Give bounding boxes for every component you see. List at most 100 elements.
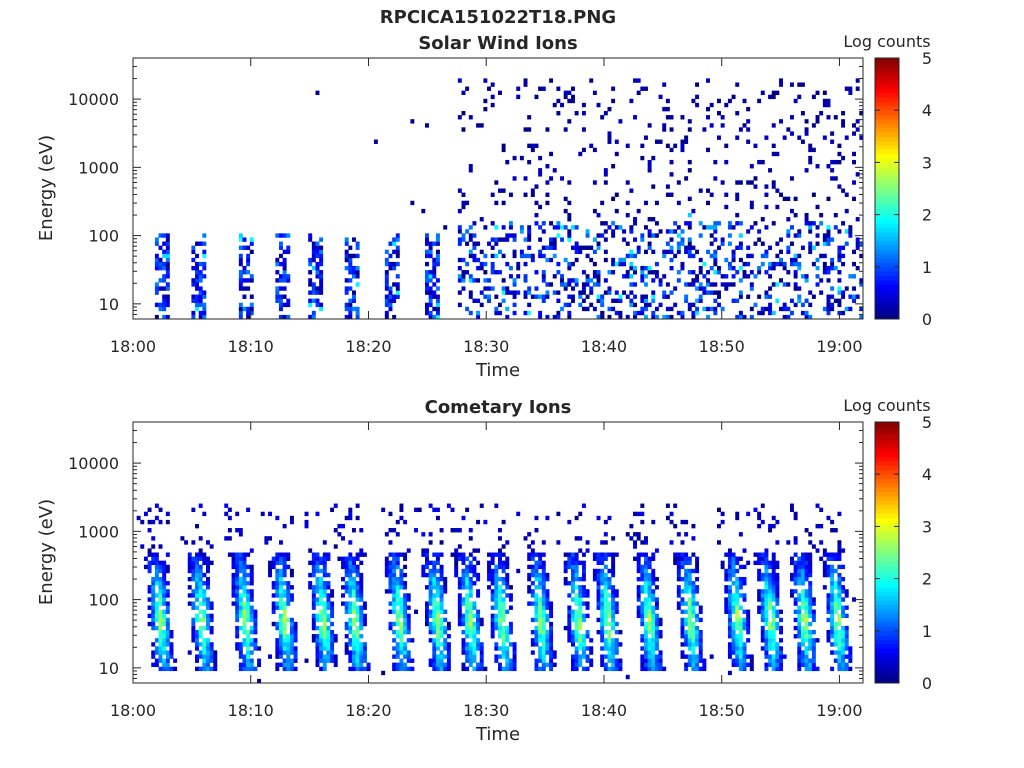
heatmap-cell — [771, 658, 776, 663]
heatmap-cell — [574, 245, 579, 250]
heatmap-cell — [691, 581, 696, 586]
heatmap-cell — [644, 200, 648, 206]
heatmap-cell — [742, 581, 747, 586]
heatmap-cell — [202, 253, 207, 259]
heatmap-cell — [140, 519, 145, 525]
heatmap-cell — [859, 306, 864, 312]
heatmap-cell — [702, 658, 707, 663]
heatmap-cell — [654, 605, 659, 610]
heatmap-cell — [162, 646, 167, 651]
heatmap-cell — [753, 221, 758, 226]
heatmap-cell — [680, 229, 685, 234]
heatmap-cell — [775, 298, 780, 303]
heatmap-cell — [432, 265, 437, 271]
heatmap-cell — [775, 597, 780, 602]
heatmap-cell — [286, 658, 291, 663]
heatmap-cell — [238, 237, 243, 242]
heatmap-cell — [607, 568, 612, 574]
heatmap-cell — [702, 274, 707, 279]
heatmap-cell — [151, 642, 156, 647]
heatmap-cell — [556, 270, 561, 275]
heatmap-cell — [764, 666, 769, 672]
heatmap-cell — [567, 310, 572, 316]
heatmap-cell — [330, 613, 335, 619]
heatmap-cell — [322, 556, 327, 561]
colorbar-segment — [875, 127, 899, 133]
heatmap-cell — [311, 257, 316, 263]
heatmap-cell — [352, 642, 356, 647]
heatmap-cell — [600, 654, 605, 659]
heatmap-cell — [607, 634, 612, 639]
heatmap-cell — [826, 229, 831, 234]
heatmap-cell — [771, 625, 776, 631]
heatmap-cell — [512, 666, 517, 672]
heatmap-cell — [534, 286, 539, 291]
heatmap-cell — [768, 286, 773, 291]
heatmap-cell — [687, 302, 692, 308]
heatmap-cell — [432, 654, 437, 659]
heatmap-cell — [680, 519, 685, 525]
heatmap-cell — [432, 507, 437, 513]
heatmap-cell — [490, 94, 495, 100]
heatmap-cell — [154, 613, 159, 619]
heatmap-cell — [348, 306, 353, 312]
heatmap-cell — [538, 552, 543, 557]
heatmap-cell — [654, 221, 659, 226]
heatmap-cell — [355, 270, 360, 275]
heatmap-cell — [826, 515, 831, 521]
heatmap-cell — [654, 621, 659, 627]
heatmap-cell — [757, 237, 762, 242]
heatmap-cell — [607, 646, 612, 651]
heatmap-cell — [162, 638, 167, 643]
heatmap-cell — [479, 646, 484, 651]
heatmap-cell — [614, 650, 619, 655]
heatmap-cell — [844, 589, 849, 594]
heatmap-cell — [162, 581, 167, 586]
heatmap-cell — [410, 119, 415, 124]
heatmap-cell — [479, 261, 484, 267]
heatmap-cell — [443, 609, 448, 614]
heatmap-cell — [468, 310, 473, 316]
colorbar-segment — [875, 591, 899, 597]
heatmap-cell — [311, 605, 316, 610]
heatmap-cell — [162, 249, 167, 255]
heatmap-cell — [530, 617, 535, 623]
heatmap-cell — [826, 552, 831, 557]
heatmap-cell — [797, 650, 802, 655]
heatmap-cell — [198, 286, 203, 291]
heatmap-cell — [476, 621, 481, 627]
heatmap-cell — [238, 654, 243, 659]
heatmap-cell — [578, 634, 583, 639]
heatmap-cell — [162, 274, 167, 279]
heatmap-cell — [727, 282, 732, 287]
heatmap-cell — [760, 159, 765, 165]
heatmap-cell — [439, 552, 444, 557]
heatmap-cell — [490, 82, 495, 87]
heatmap-cell — [833, 642, 838, 647]
heatmap-cell — [665, 306, 670, 312]
heatmap-cell — [717, 302, 721, 308]
heatmap-cell — [768, 638, 773, 643]
heatmap-cell — [731, 629, 736, 635]
heatmap-cell — [527, 302, 532, 308]
heatmap-cell — [830, 568, 835, 574]
heatmap-cell — [771, 123, 776, 128]
heatmap-cell — [581, 560, 586, 566]
heatmap-cell — [727, 552, 732, 557]
heatmap-cell — [319, 658, 324, 663]
heatmap-cell — [768, 302, 773, 308]
heatmap-cell — [804, 568, 809, 574]
heatmap-cell — [644, 629, 648, 635]
heatmap-cell — [684, 249, 689, 255]
heatmap-cell — [596, 515, 601, 521]
heatmap-cell — [793, 196, 798, 202]
heatmap-cell — [727, 597, 732, 602]
heatmap-cell — [501, 589, 506, 594]
heatmap-cell — [439, 597, 444, 602]
heatmap-cell — [808, 552, 813, 557]
heatmap-cell — [498, 564, 502, 570]
heatmap-cell — [249, 605, 254, 610]
heatmap-cell — [191, 564, 196, 570]
heatmap-cell — [695, 662, 700, 667]
heatmap-cell — [465, 585, 470, 590]
